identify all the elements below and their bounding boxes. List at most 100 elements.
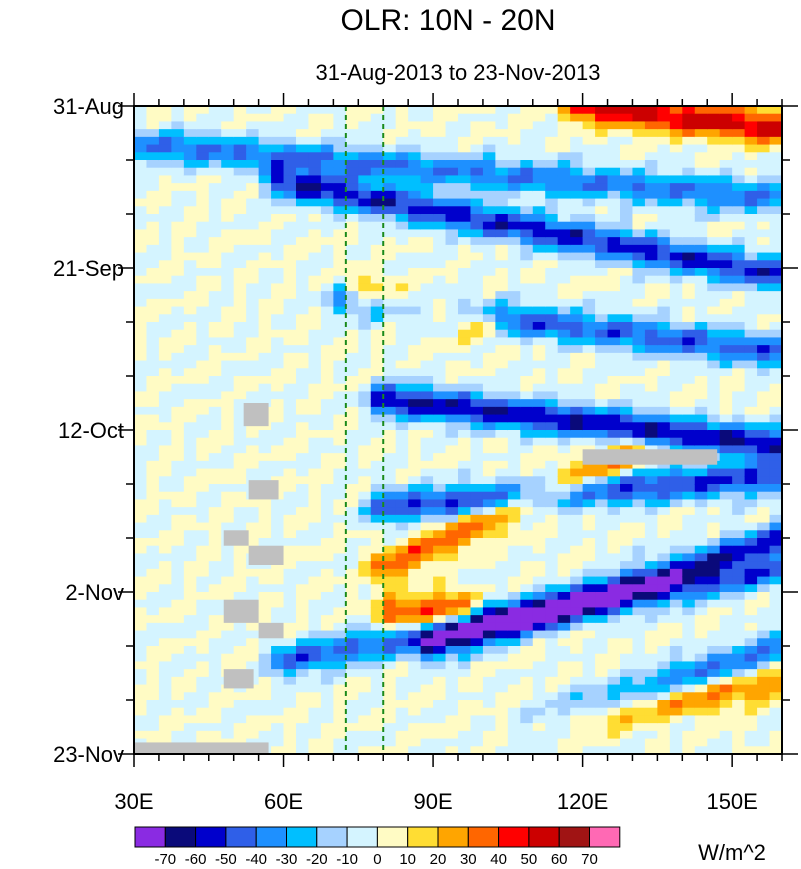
heatmap-cell	[719, 576, 733, 585]
heatmap-cell	[495, 121, 509, 130]
heatmap-cell	[520, 607, 534, 616]
heatmap-cell	[570, 561, 584, 570]
heatmap-cell	[296, 707, 310, 717]
heatmap-cell	[769, 314, 782, 323]
heatmap-cell	[482, 437, 496, 447]
heatmap-cell	[283, 484, 297, 493]
heatmap-cell	[570, 545, 584, 555]
heatmap-cell	[707, 129, 721, 138]
heatmap-cell	[607, 561, 621, 570]
heatmap-cell	[333, 214, 347, 223]
heatmap-cell	[557, 484, 571, 493]
heatmap-cell	[545, 592, 559, 601]
heatmap-cell	[657, 237, 671, 246]
heatmap-cell	[233, 183, 247, 192]
heatmap-cell	[657, 584, 671, 593]
heatmap-cell	[570, 113, 584, 123]
heatmap-cell	[532, 545, 546, 555]
heatmap-cell	[445, 514, 459, 524]
heatmap-cell	[595, 607, 609, 616]
heatmap-cell	[632, 214, 646, 223]
heatmap-cell	[495, 268, 509, 277]
heatmap-cell	[333, 460, 347, 470]
heatmap-cell	[395, 275, 409, 285]
heatmap-cell	[732, 175, 746, 184]
colorbar-label: 40	[490, 851, 507, 868]
heatmap-cell	[732, 430, 746, 439]
heatmap-cell	[482, 592, 496, 601]
heatmap-cell	[520, 514, 534, 524]
heatmap-cell	[657, 522, 671, 531]
heatmap-cell	[283, 298, 297, 308]
heatmap-cell	[532, 329, 546, 339]
heatmap-cell	[532, 507, 546, 516]
heatmap-cell	[570, 275, 584, 285]
heatmap-cell	[470, 723, 484, 732]
heatmap-cell	[620, 514, 634, 524]
heatmap-cell	[719, 414, 733, 423]
heatmap-cell	[694, 422, 708, 431]
heatmap-cell	[595, 738, 609, 747]
heatmap-cell	[208, 260, 222, 269]
heatmap-cell	[757, 275, 771, 285]
heatmap-cell	[345, 746, 359, 754]
heatmap-cell	[395, 283, 409, 292]
heatmap-cell	[470, 337, 484, 346]
heatmap-cell	[458, 622, 472, 632]
heatmap-cell	[308, 237, 322, 246]
heatmap-cell	[470, 190, 484, 200]
heatmap-cell	[408, 183, 422, 192]
heatmap-cell	[769, 260, 782, 269]
heatmap-cell	[669, 136, 683, 146]
heatmap-cell	[283, 568, 297, 578]
heatmap-cell	[308, 129, 322, 138]
heatmap-cell	[707, 553, 721, 562]
heatmap-cell	[620, 214, 634, 223]
heatmap-cell	[657, 136, 671, 146]
heatmap-cell	[632, 268, 646, 277]
heatmap-cell	[320, 237, 334, 246]
heatmap-cell	[445, 738, 459, 747]
heatmap-cell	[657, 530, 671, 539]
heatmap-cell	[333, 638, 347, 647]
heatmap-cell	[233, 630, 247, 639]
heatmap-cell	[470, 491, 484, 501]
heatmap-cell	[308, 337, 322, 346]
heatmap-cell	[433, 221, 447, 231]
heatmap-cell	[370, 368, 384, 377]
heatmap-cell	[246, 306, 260, 315]
heatmap-cell	[607, 746, 621, 754]
heatmap-cell	[769, 376, 782, 385]
heatmap-cell	[433, 237, 447, 246]
heatmap-cell	[370, 653, 384, 663]
heatmap-cell	[507, 599, 521, 609]
heatmap-cell	[507, 368, 521, 377]
heatmap-cell	[183, 121, 197, 130]
heatmap-cell	[757, 553, 771, 562]
heatmap-cell	[258, 422, 272, 431]
heatmap-cell	[532, 406, 546, 416]
heatmap-cell	[607, 653, 621, 663]
heatmap-cell	[395, 121, 409, 130]
heatmap-cell	[408, 206, 422, 215]
heatmap-cell	[532, 430, 546, 439]
heatmap-cell	[669, 491, 683, 501]
heatmap-cell	[308, 491, 322, 501]
heatmap-cell	[445, 260, 459, 269]
heatmap-cell	[345, 322, 359, 331]
heatmap-cell	[233, 376, 247, 385]
heatmap-cell	[644, 399, 658, 408]
heatmap-cell	[358, 445, 372, 454]
heatmap-cell	[682, 260, 696, 269]
heatmap-cell	[370, 723, 384, 732]
heatmap-cell	[258, 183, 272, 192]
heatmap-cell	[258, 291, 272, 300]
heatmap-cell	[258, 314, 272, 323]
heatmap-cell	[507, 152, 521, 161]
heatmap-cell	[682, 406, 696, 416]
heatmap-cell	[183, 484, 197, 493]
heatmap-cell	[246, 183, 260, 192]
heatmap-cell	[632, 183, 646, 192]
heatmap-cell	[458, 538, 472, 547]
heatmap-cell	[632, 592, 646, 601]
